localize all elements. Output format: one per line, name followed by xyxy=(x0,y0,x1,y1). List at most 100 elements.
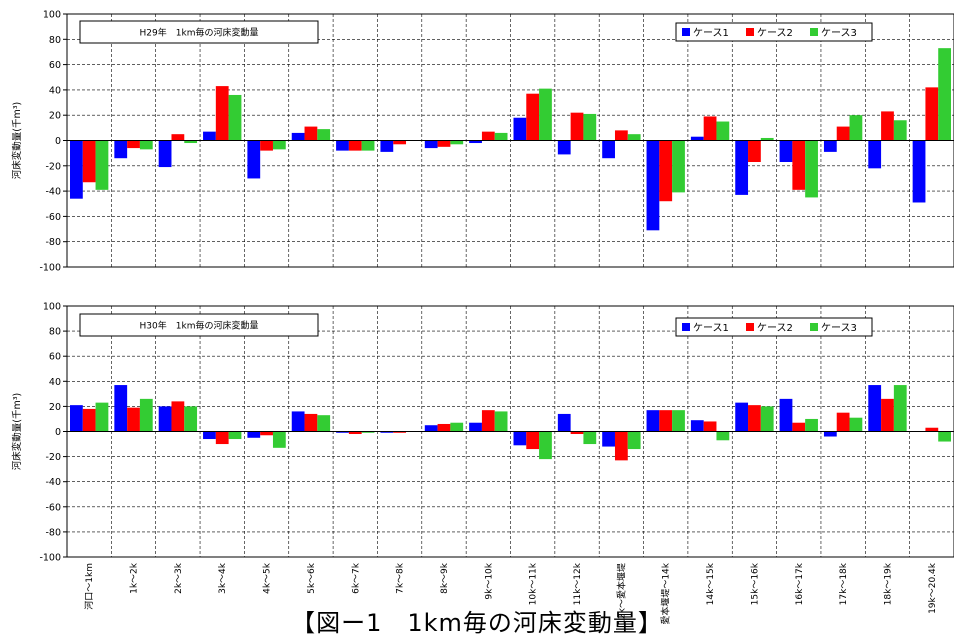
y-tick-label: -60 xyxy=(45,212,61,223)
bar xyxy=(247,431,261,438)
y-tick-label: 80 xyxy=(49,327,61,338)
bar xyxy=(171,401,185,432)
bar xyxy=(336,431,349,433)
bar xyxy=(127,140,140,149)
y-tick-label: 60 xyxy=(49,60,61,71)
bar xyxy=(317,415,331,432)
y-tick-label: -20 xyxy=(45,161,61,172)
bar xyxy=(672,140,685,193)
bar xyxy=(557,140,571,155)
bar xyxy=(450,140,464,145)
x-tick-label: 9k～10k xyxy=(484,562,494,599)
bar xyxy=(158,140,172,168)
y-tick-label: 40 xyxy=(49,85,61,96)
y-tick-label: 40 xyxy=(49,377,61,388)
bar xyxy=(526,431,540,450)
bar xyxy=(171,134,185,141)
legend-swatch xyxy=(810,323,818,331)
y-tick-label: -40 xyxy=(45,187,61,198)
legend-label: ケース1 xyxy=(693,27,729,39)
chart-title-box xyxy=(79,313,319,337)
bar xyxy=(703,421,717,432)
bar xyxy=(469,140,482,144)
y-tick-label: 20 xyxy=(49,402,61,413)
bar xyxy=(627,431,641,450)
bar xyxy=(450,422,464,432)
bar xyxy=(513,431,527,446)
y-tick-label: 20 xyxy=(49,111,61,122)
x-tick-label: 6k～7k xyxy=(351,562,361,594)
y-tick-label: -60 xyxy=(45,502,61,513)
bar xyxy=(938,431,951,442)
legend-swatch xyxy=(746,323,754,331)
bar xyxy=(570,112,584,141)
x-tick-label: 7k～8k xyxy=(396,562,406,594)
bar xyxy=(690,420,704,432)
bar xyxy=(348,431,362,435)
bar xyxy=(95,140,109,190)
legend xyxy=(675,317,873,337)
legend-swatch xyxy=(810,28,818,36)
y-axis-label: 河床変動量(千m³) xyxy=(11,102,23,179)
y-tick-label: -100 xyxy=(39,553,61,564)
y-tick-label: 80 xyxy=(49,35,61,46)
bar xyxy=(317,129,331,141)
x-tick-label: 15k～16k xyxy=(750,562,760,605)
bar xyxy=(823,140,837,152)
bar xyxy=(659,410,673,432)
x-tick-label: 5k～6k xyxy=(307,562,317,594)
bar xyxy=(557,413,571,432)
bar xyxy=(272,140,286,150)
x-tick-label: 8k～9k xyxy=(440,562,450,594)
bar xyxy=(659,140,673,202)
bar xyxy=(602,140,615,159)
legend-swatch xyxy=(682,323,690,331)
bar xyxy=(583,431,597,445)
x-tick-label: 10k～11k xyxy=(529,562,539,605)
bar xyxy=(260,431,273,436)
bar xyxy=(158,406,172,432)
x-tick-label: 16k～17k xyxy=(795,562,805,605)
bar xyxy=(481,410,495,432)
bar xyxy=(938,48,951,141)
bar xyxy=(304,126,318,141)
x-tick-label: 18k～19k xyxy=(883,562,893,605)
bar xyxy=(583,113,597,141)
bar xyxy=(228,431,242,440)
bar xyxy=(539,88,552,141)
x-tick-label: 4k～5k xyxy=(263,562,273,594)
bar xyxy=(805,418,818,432)
y-tick-label: -100 xyxy=(39,263,61,274)
x-tick-label: 14k～15k xyxy=(706,562,716,605)
y-tick-label: 100 xyxy=(43,302,61,313)
bar xyxy=(792,140,806,190)
x-tick-label: 2k～3k xyxy=(174,562,184,594)
legend-label: ケース2 xyxy=(757,322,793,334)
bar xyxy=(881,398,894,432)
y-tick-label: 100 xyxy=(43,10,61,21)
bar xyxy=(380,431,394,433)
bar xyxy=(849,417,863,432)
bar xyxy=(215,431,229,445)
bar xyxy=(424,425,438,432)
bar xyxy=(539,431,552,460)
x-tick-label: 河口～1km xyxy=(83,563,95,610)
bar xyxy=(393,140,407,145)
bar xyxy=(849,115,863,141)
bar xyxy=(228,94,242,141)
bar xyxy=(526,93,540,141)
legend-swatch xyxy=(746,28,754,36)
legend-label: ケース2 xyxy=(757,27,793,39)
bar xyxy=(139,398,153,432)
bar xyxy=(481,131,495,141)
bar xyxy=(95,402,109,432)
bar xyxy=(260,140,273,151)
bar xyxy=(70,405,83,432)
bar xyxy=(760,137,774,141)
bar xyxy=(602,431,615,447)
legend-swatch xyxy=(682,28,690,36)
bar xyxy=(272,431,286,448)
bar xyxy=(247,140,261,179)
y-tick-label: 0 xyxy=(55,136,61,147)
bar xyxy=(513,117,527,141)
